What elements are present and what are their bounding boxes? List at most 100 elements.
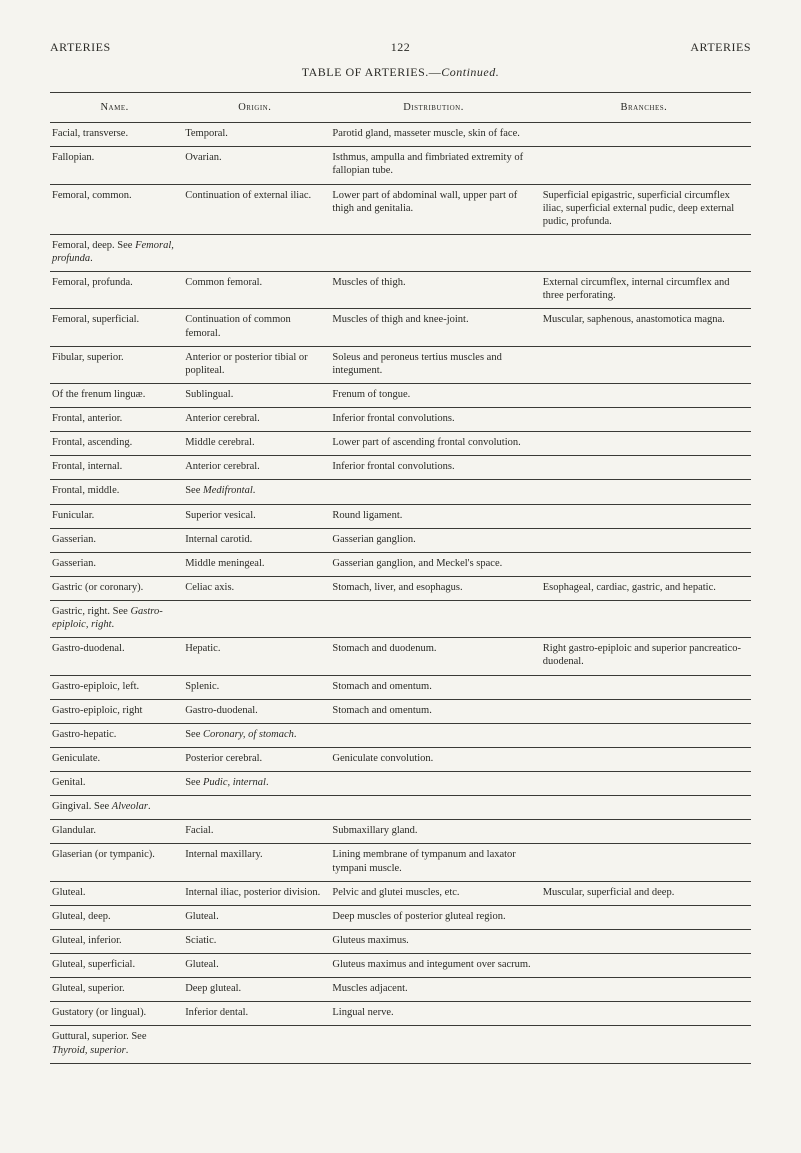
cell-branches — [541, 1026, 751, 1063]
cell-distribution: Gasserian ganglion, and Meckel's space. — [330, 552, 540, 576]
cell-origin: Anterior or posterior tibial or poplitea… — [183, 346, 330, 383]
cell-distribution: Gasserian ganglion. — [330, 528, 540, 552]
cell-distribution: Geniculate convolution. — [330, 747, 540, 771]
table-row: Femoral, deep. See Femoral, profunda. — [50, 234, 751, 271]
cell-origin: Temporal. — [183, 123, 330, 147]
cell-origin: Middle cerebral. — [183, 432, 330, 456]
title-suffix: Continued. — [441, 65, 499, 79]
cell-branches — [541, 978, 751, 1002]
cell-origin: Gastro-duodenal. — [183, 699, 330, 723]
cell-branches: Esophageal, cardiac, gastric, and hepati… — [541, 576, 751, 600]
cell-distribution — [330, 234, 540, 271]
cell-name: Facial, transverse. — [50, 123, 183, 147]
table-row: Glaserian (or tympanic).Internal maxilla… — [50, 844, 751, 881]
cell-distribution: Round ligament. — [330, 504, 540, 528]
cell-distribution — [330, 796, 540, 820]
cell-name: Glaserian (or tympanic). — [50, 844, 183, 881]
cell-branches: External circumflex, internal circumflex… — [541, 272, 751, 309]
table-row: Gluteal, superior.Deep gluteal.Muscles a… — [50, 978, 751, 1002]
cell-distribution: Gluteus maximus. — [330, 929, 540, 953]
cell-name: Gasserian. — [50, 552, 183, 576]
cell-distribution: Inferior frontal convolutions. — [330, 408, 540, 432]
table-row: Femoral, profunda.Common femoral.Muscles… — [50, 272, 751, 309]
cell-branches — [541, 234, 751, 271]
cell-branches — [541, 528, 751, 552]
header-page-number: 122 — [391, 40, 411, 55]
table-row: Fibular, superior.Anterior or posterior … — [50, 346, 751, 383]
cell-distribution — [330, 1026, 540, 1063]
cell-origin: Inferior dental. — [183, 1002, 330, 1026]
cell-distribution: Muscles of thigh. — [330, 272, 540, 309]
cell-origin: See Pudic, internal. — [183, 772, 330, 796]
cell-branches — [541, 699, 751, 723]
table-row: Facial, transverse.Temporal.Parotid glan… — [50, 123, 751, 147]
cell-origin: Common femoral. — [183, 272, 330, 309]
cell-distribution: Stomach and duodenum. — [330, 638, 540, 675]
cell-distribution — [330, 601, 540, 638]
cell-branches: Right gastro-epiploic and superior pancr… — [541, 638, 751, 675]
cell-distribution: Inferior frontal convolutions. — [330, 456, 540, 480]
table-row: Glandular.Facial.Submaxillary gland. — [50, 820, 751, 844]
cell-name: Frontal, internal. — [50, 456, 183, 480]
cell-name: Gluteal, superficial. — [50, 954, 183, 978]
cell-origin: Continuation of external iliac. — [183, 184, 330, 234]
cell-origin: Continuation of common femoral. — [183, 309, 330, 346]
cell-name: Fallopian. — [50, 147, 183, 184]
table-header-row: Name. Origin. Distribution. Branches. — [50, 93, 751, 123]
cell-name: Femoral, profunda. — [50, 272, 183, 309]
cell-distribution: Frenum of tongue. — [330, 383, 540, 407]
table-row: Gluteal, deep.Gluteal.Deep muscles of po… — [50, 905, 751, 929]
cell-name: Gastro-epiploic, left. — [50, 675, 183, 699]
cell-origin: Facial. — [183, 820, 330, 844]
cell-distribution — [330, 772, 540, 796]
cell-name: Gastro-epiploic, right — [50, 699, 183, 723]
table-row: Gastric, right. See Gastro-epiploic, rig… — [50, 601, 751, 638]
table-row: Gastro-duodenal.Hepatic.Stomach and duod… — [50, 638, 751, 675]
cell-branches — [541, 383, 751, 407]
cell-name: Femoral, common. — [50, 184, 183, 234]
col-distribution: Distribution. — [330, 93, 540, 123]
cell-name: Gastric (or coronary). — [50, 576, 183, 600]
cell-origin — [183, 796, 330, 820]
cell-name: Gluteal, superior. — [50, 978, 183, 1002]
cell-name: Femoral, deep. See Femoral, profunda. — [50, 234, 183, 271]
cell-branches — [541, 147, 751, 184]
cell-distribution — [330, 723, 540, 747]
table-row: Gluteal.Internal iliac, posterior divisi… — [50, 881, 751, 905]
cell-origin: Anterior cerebral. — [183, 408, 330, 432]
cell-branches — [541, 346, 751, 383]
cell-origin: Gluteal. — [183, 905, 330, 929]
cell-branches — [541, 820, 751, 844]
cell-distribution: Lining membrane of tympanum and laxator … — [330, 844, 540, 881]
table-row: Gasserian.Internal carotid.Gasserian gan… — [50, 528, 751, 552]
cell-origin: Ovarian. — [183, 147, 330, 184]
cell-branches — [541, 408, 751, 432]
cell-distribution: Gluteus maximus and integument over sacr… — [330, 954, 540, 978]
cell-origin — [183, 234, 330, 271]
cell-name: Gastric, right. See Gastro-epiploic, rig… — [50, 601, 183, 638]
table-body: Facial, transverse.Temporal.Parotid glan… — [50, 123, 751, 1064]
cell-branches — [541, 844, 751, 881]
cell-branches: Superficial epigastric, superficial circ… — [541, 184, 751, 234]
table-row: Geniculate.Posterior cerebral.Geniculate… — [50, 747, 751, 771]
table-row: Gasserian.Middle meningeal.Gasserian gan… — [50, 552, 751, 576]
cell-origin — [183, 601, 330, 638]
cell-origin: Anterior cerebral. — [183, 456, 330, 480]
table-row: Frontal, middle.See Medifrontal. — [50, 480, 751, 504]
cell-name: Gingival. See Alveolar. — [50, 796, 183, 820]
cell-name: Gluteal, deep. — [50, 905, 183, 929]
cell-origin: Internal maxillary. — [183, 844, 330, 881]
table-row: Femoral, superficial.Continuation of com… — [50, 309, 751, 346]
cell-branches: Muscular, superficial and deep. — [541, 881, 751, 905]
col-branches: Branches. — [541, 93, 751, 123]
cell-name: Gluteal. — [50, 881, 183, 905]
cell-distribution: Parotid gland, masseter muscle, skin of … — [330, 123, 540, 147]
cell-name: Gluteal, inferior. — [50, 929, 183, 953]
cell-distribution: Lower part of abdominal wall, upper part… — [330, 184, 540, 234]
cell-origin: Sublingual. — [183, 383, 330, 407]
cell-branches — [541, 905, 751, 929]
table-row: Gastric (or coronary).Celiac axis.Stomac… — [50, 576, 751, 600]
cell-branches — [541, 504, 751, 528]
cell-branches — [541, 1002, 751, 1026]
page-header: ARTERIES 122 ARTERIES — [50, 40, 751, 55]
